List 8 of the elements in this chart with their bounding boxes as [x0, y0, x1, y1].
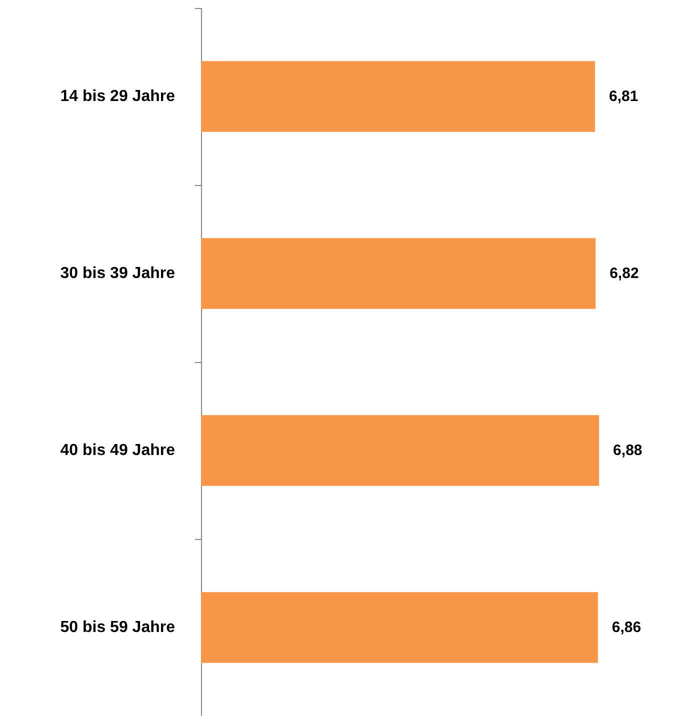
data-label: 6,88	[613, 442, 642, 459]
y-tick-label: 40 bis 49 Jahre	[60, 442, 176, 459]
data-label: 6,81	[609, 88, 638, 105]
y-tick-label: 30 bis 39 Jahre	[60, 265, 176, 282]
data-label: 6,82	[610, 265, 639, 282]
y-tick-label: 14 bis 29 Jahre	[60, 88, 176, 105]
y-tick-label: 50 bis 59 Jahre	[60, 619, 176, 636]
data-label: 6,86	[612, 619, 642, 636]
